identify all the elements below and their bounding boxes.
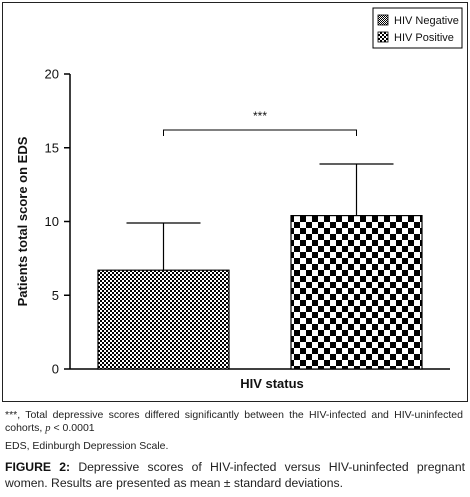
abbreviation-note: EDS, Edinburgh Depression Scale. — [5, 440, 169, 452]
figure-caption: FIGURE 2: Depressive scores of HIV-infec… — [5, 459, 465, 491]
y-tick-label: 5 — [52, 288, 59, 303]
y-tick-label: 20 — [45, 67, 59, 82]
y-axis-label: Patients total score on EDS — [15, 136, 30, 306]
figure-frame — [2, 2, 468, 402]
significance-bracket-line — [163, 129, 357, 136]
p-value: < 0.0001 — [53, 422, 95, 434]
error-bars — [126, 163, 394, 271]
legend-swatch — [377, 14, 389, 26]
bar-chart: 0 5 10 15 20 *** Patients total score on EDS… — [15, 7, 463, 391]
y-tick-label: 15 — [45, 140, 59, 155]
bar-hiv-positive — [290, 215, 423, 370]
figure-notes: ***, Total depressive scores differed si… — [5, 409, 463, 453]
legend: HIV Negative HIV Positive — [372, 7, 463, 49]
figure-caption-text: Depressive scores of HIV-infected versus… — [5, 460, 465, 490]
figure-label: FIGURE 2: — [5, 460, 71, 474]
bar-hiv-negative — [97, 269, 230, 370]
p-symbol: p — [45, 423, 51, 434]
y-ticks: 0 5 10 15 20 — [45, 67, 70, 377]
bars — [97, 215, 423, 370]
significance-note: ***, Total depressive scores differed si… — [5, 409, 463, 435]
significance-bracket: *** — [163, 109, 357, 136]
y-tick-label: 10 — [45, 214, 59, 229]
significance-note-text: ***, Total depressive scores differed si… — [5, 409, 463, 434]
significance-label: *** — [253, 109, 267, 123]
legend-label: HIV Positive — [394, 32, 454, 44]
x-axis-label: HIV status — [240, 376, 304, 391]
legend-label: HIV Negative — [394, 15, 459, 27]
y-tick-label: 0 — [52, 362, 59, 377]
legend-swatch — [377, 31, 389, 43]
